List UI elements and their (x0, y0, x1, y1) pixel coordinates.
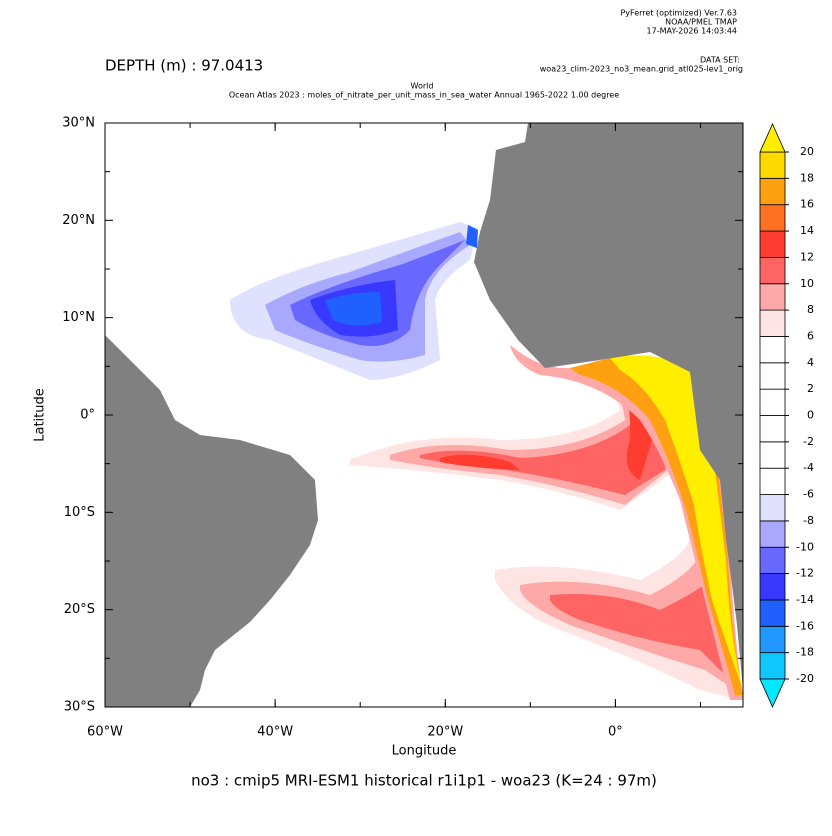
colorbar-label: -14 (796, 593, 814, 606)
colorbar-swatch (759, 599, 786, 627)
colorbar-label: -12 (796, 567, 814, 580)
colorbar-label: -10 (796, 540, 814, 553)
caption: no3 : cmip5 MRI-ESM1 historical r1i1p1 -… (191, 772, 657, 790)
colorbar-label: -20 (796, 672, 814, 685)
colorbar-label: -2 (803, 435, 814, 448)
colorbar-swatch (759, 625, 786, 654)
software: PyFerret (optimized) Ver.7.63 (620, 9, 737, 18)
date: 17-MAY-2026 14:03:44 (647, 27, 737, 36)
x-tick-label: 20°W (427, 725, 463, 740)
colorbar-label: 12 (800, 250, 814, 263)
colorbar-swatch (759, 546, 786, 575)
colorbar-label: 10 (800, 277, 814, 290)
colorbar-label: 16 (800, 198, 814, 211)
colorbar-swatch (759, 573, 786, 601)
y-tick-label: 10°S (64, 505, 95, 520)
colorbar-swatch (759, 494, 786, 522)
depth-label: DEPTH (m) : 97.0413 (105, 57, 263, 75)
title: World (411, 82, 434, 91)
map-field (105, 123, 743, 707)
colorbar-swatch (759, 441, 786, 469)
colorbar-label: 8 (807, 303, 814, 316)
colorbar-swatch (759, 204, 786, 232)
colorbar-label: 2 (807, 382, 814, 395)
colorbar-swatch (759, 362, 786, 390)
colorbar-swatch (759, 230, 786, 258)
colorbar-swatch (759, 652, 786, 680)
colorbar-label: -8 (803, 514, 814, 527)
y-tick-label: 0° (80, 408, 95, 423)
dataset: woa23_clim-2023_no3_mean.grid_atl025-lev… (540, 65, 743, 74)
colorbar-swatch (759, 256, 786, 285)
colorbar-over (759, 123, 786, 153)
colorbar-label: -18 (796, 646, 814, 659)
colorbar-label: 4 (807, 356, 814, 369)
dataset-label: DATA SET: (700, 56, 740, 65)
x-tick-label: 0° (608, 725, 623, 740)
y-tick-label: 30°S (64, 700, 95, 715)
colorbar-swatch (759, 177, 786, 206)
colorbar-label: 14 (800, 224, 814, 237)
colorbar-swatch (759, 415, 786, 443)
colorbar-label: -6 (803, 488, 814, 501)
x-axis-label: Longitude (392, 744, 457, 759)
colorbar-swatch (759, 336, 786, 364)
colorbar-label: -4 (803, 461, 814, 474)
title: Ocean Atlas 2023 : moles_of_nitrate_per_… (229, 91, 619, 100)
colorbar-label: 18 (800, 171, 814, 184)
colorbar-swatch (759, 283, 786, 311)
colorbar-swatch (759, 388, 786, 416)
colorbar-swatch (759, 467, 786, 495)
colorbar-label: 0 (807, 409, 814, 422)
x-tick-label: 40°W (257, 725, 293, 740)
y-tick-label: 10°N (62, 310, 95, 325)
org: NOAA/PMEL TMAP (665, 18, 737, 27)
y-tick-label: 20°S (64, 602, 95, 617)
y-tick-label: 30°N (62, 116, 95, 131)
y-axis-label: Latitude (33, 388, 48, 442)
y-tick-label: 20°N (62, 213, 95, 228)
colorbar-swatch (759, 309, 786, 337)
colorbar-label: 6 (807, 329, 814, 342)
colorbar-swatch (759, 151, 786, 179)
colorbar-label: 20 (800, 145, 814, 158)
x-tick-label: 60°W (87, 725, 123, 740)
colorbar-swatch (759, 520, 786, 548)
colorbar-label: -16 (796, 619, 814, 632)
colorbar-under (759, 678, 786, 708)
